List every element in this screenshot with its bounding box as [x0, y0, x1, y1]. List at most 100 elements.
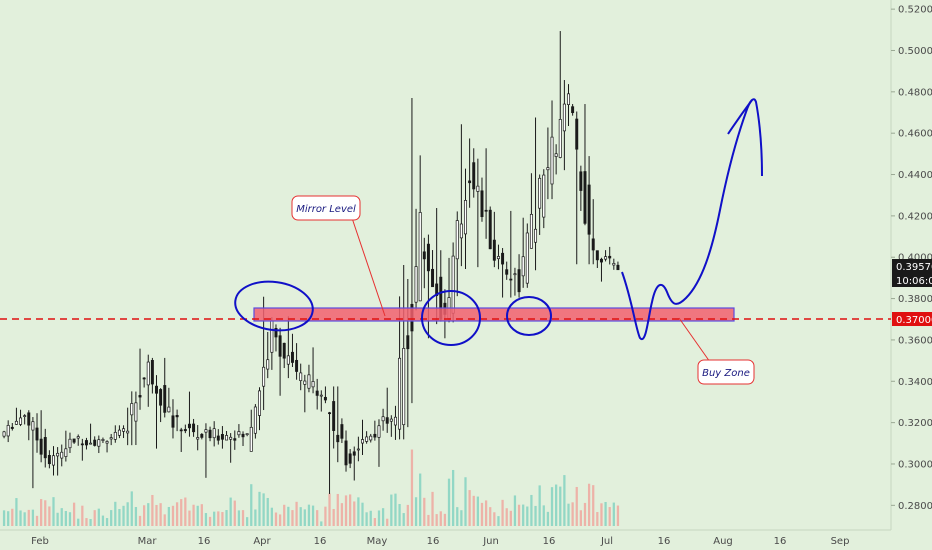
volume-bar: [93, 510, 96, 526]
volume-bar: [336, 493, 339, 526]
volume-bar: [579, 510, 582, 526]
countdown-value: 10:06:04: [896, 276, 932, 287]
circle-may-test: [421, 290, 481, 346]
candle-body: [484, 209, 488, 212]
candle-body: [393, 416, 397, 426]
volume-bar: [40, 499, 43, 526]
candle-body: [418, 212, 422, 302]
volume-bar: [501, 499, 504, 526]
volume-bar: [575, 486, 578, 526]
candle-body: [542, 174, 546, 218]
time-tick-label: Aug: [713, 536, 733, 547]
candle-body: [348, 453, 352, 464]
volume-bar: [423, 497, 426, 526]
volume-bar: [534, 505, 537, 526]
time-tick-label: 16: [774, 536, 787, 547]
volume-bar: [35, 515, 39, 526]
candle-body: [167, 406, 171, 413]
candle-body: [558, 119, 562, 158]
volume-bar: [200, 504, 203, 526]
candle-body: [150, 359, 154, 385]
candle-body: [117, 429, 121, 436]
candle-body: [575, 118, 579, 150]
volume-bar: [550, 487, 554, 526]
candle-body: [187, 423, 191, 429]
volume-bar: [587, 483, 591, 526]
candle-body: [381, 416, 385, 422]
volume-bar: [2, 510, 6, 526]
buy-level-tag-bg: [892, 312, 932, 326]
volume-bar: [229, 497, 232, 526]
candle-body: [52, 455, 55, 466]
volume-bar: [377, 510, 381, 526]
time-tick-label: Apr: [253, 536, 271, 547]
time-tick-label: Sep: [831, 536, 850, 547]
candle-body: [451, 255, 455, 314]
candle-body: [72, 438, 76, 443]
candle-body: [480, 190, 484, 218]
volume-bar: [147, 503, 150, 526]
candle-body: [290, 351, 294, 363]
volume-bar: [538, 485, 541, 526]
candle-body: [278, 335, 282, 357]
candle-body: [282, 342, 286, 359]
time-axis[interactable]: Feb Mar 16 Apr 16 May 16 Jun 16 Jul 16 Aug 16 Sep: [31, 536, 849, 547]
candle-body: [216, 435, 220, 441]
mirror-level-callout[interactable]: Mirror Level: [291, 195, 361, 221]
candle-body: [517, 269, 521, 293]
time-tick-label: 16: [314, 536, 327, 547]
volume-bar: [122, 505, 125, 526]
buy-zone-callout[interactable]: Buy Zone: [697, 359, 755, 385]
last-price-tag: 0.39570 10:06:04: [892, 259, 932, 287]
candle-body: [6, 425, 10, 437]
volume-bar: [64, 510, 67, 526]
time-tick-label: May: [367, 536, 388, 547]
candle-body: [109, 437, 113, 440]
mirror-level-label: Mirror Level: [296, 204, 356, 215]
volume-bar: [138, 515, 142, 526]
volume-bar: [110, 510, 113, 526]
candle-body: [23, 415, 27, 417]
candle-body: [163, 385, 167, 413]
projected-path: [621, 98, 763, 341]
volume-bar: [369, 510, 372, 526]
candle-body: [496, 256, 500, 260]
candle-body: [105, 441, 109, 444]
volume-bar: [542, 505, 545, 526]
candle-body: [468, 180, 472, 184]
volume-bar: [517, 504, 521, 526]
candle-body: [587, 184, 591, 235]
volume-bar: [608, 507, 611, 526]
candle-body: [196, 437, 200, 440]
candle-body: [220, 434, 224, 440]
volume-bar: [406, 504, 409, 526]
volume-bar: [11, 508, 14, 526]
candle-body: [538, 177, 542, 209]
circle-june-test: [506, 296, 552, 336]
volume-bar: [563, 475, 566, 526]
volume-bar: [221, 512, 224, 526]
volume-bar: [526, 506, 529, 526]
volume-bar: [274, 512, 278, 526]
volume-bar: [171, 505, 175, 526]
volume-bar: [616, 505, 620, 526]
volume-bar: [283, 504, 286, 526]
volume-bar: [7, 511, 10, 526]
candle-body: [352, 451, 356, 456]
time-tick-label: Mar: [138, 536, 158, 547]
buy-zone-label: Buy Zone: [702, 368, 750, 379]
buy-zone-rectangle[interactable]: [253, 307, 735, 322]
volume-bar: [324, 506, 327, 526]
volume-bar: [225, 510, 228, 526]
candle-body: [175, 414, 179, 418]
volume-bar: [460, 510, 463, 526]
candle-body: [2, 431, 6, 437]
volume-bar: [596, 512, 599, 526]
candle-body: [550, 136, 554, 185]
